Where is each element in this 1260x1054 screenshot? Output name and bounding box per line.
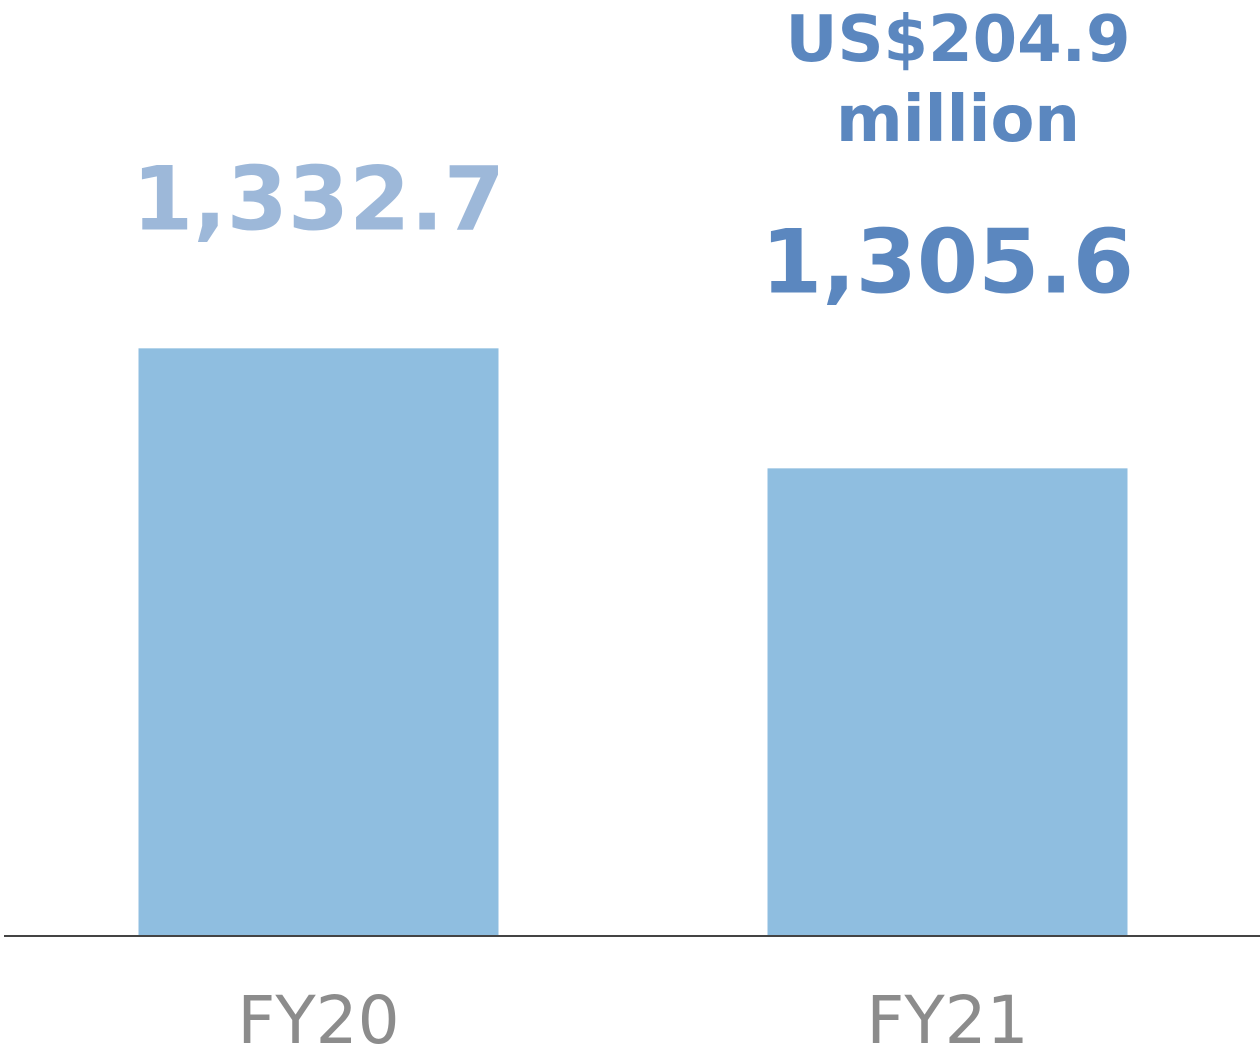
bar — [767, 468, 1128, 936]
bar — [138, 348, 499, 936]
value-label: 1,305.6 — [761, 210, 1134, 313]
value-label: 1,332.7 — [132, 147, 505, 250]
x-tick-label: FY20 — [237, 982, 399, 1054]
annotation: US$204.9 million — [785, 3, 1131, 157]
x-tick-label: FY21 — [866, 982, 1028, 1054]
